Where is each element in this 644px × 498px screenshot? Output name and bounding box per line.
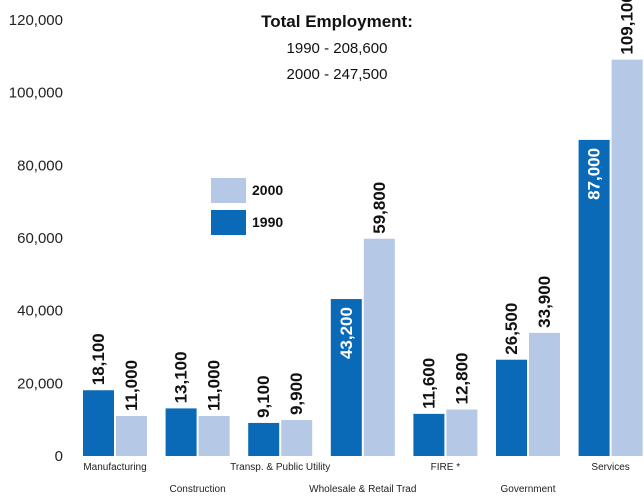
data-label-construction-1990: 13,100 (172, 351, 191, 403)
data-label-manufacturing-1990: 18,100 (89, 333, 108, 385)
y-axis: 0 20,000 40,000 60,000 80,000 100,000 120,000 (9, 12, 63, 465)
x-tick-label: Services (591, 462, 629, 473)
legend-swatch-1990 (211, 210, 246, 235)
y-tick-label: 0 (55, 448, 63, 465)
bar-government-2000 (529, 332, 560, 456)
data-label-services-1990: 87,000 (585, 148, 604, 200)
x-tick-label: Government (500, 484, 555, 495)
bar-transp-public-utility-2000 (281, 420, 313, 456)
bar-construction-2000 (198, 416, 230, 456)
data-label-construction-2000: 11,000 (205, 360, 224, 411)
legend-swatch-2000 (211, 178, 246, 203)
data-label-transp-public-utility-2000: 9,900 (287, 372, 306, 415)
bar-services-2000 (611, 59, 643, 456)
bar-fire-2000 (446, 409, 478, 456)
bar-manufacturing-1990 (83, 390, 114, 456)
legend-label-1990: 1990 (252, 214, 283, 230)
bars: 18,100 11,000 13,100 11,000 9,100 9,900 43,200… (83, 0, 643, 456)
y-tick-label: 20,000 (17, 375, 63, 392)
bar-government-1990 (496, 359, 527, 456)
chart-title: Total Employment: (261, 12, 413, 31)
data-label-transp-public-utility-1990: 9,100 (254, 375, 273, 418)
x-tick-label: Manufacturing (83, 462, 146, 473)
data-label-wholesale-retail-trad-2000: 59,800 (370, 182, 389, 234)
data-label-government-1990: 26,500 (502, 303, 521, 355)
y-tick-label: 120,000 (9, 12, 63, 29)
x-axis: Manufacturing Construction Transp. & Publi… (83, 462, 629, 495)
bar-wholesale-retail-trad-2000 (363, 238, 395, 456)
x-tick-label: Transp. & Public Utility (230, 462, 330, 473)
bar-wholesale-retail-trad-1990 (330, 299, 362, 456)
y-tick-label: 40,000 (17, 303, 63, 320)
legend: 2000 1990 (211, 178, 283, 235)
data-label-government-2000: 33,900 (535, 276, 554, 328)
chart-title-block: Total Employment: 1990 - 208,600 2000 - … (261, 12, 413, 83)
bar-services-1990 (578, 139, 610, 456)
bar-manufacturing-2000 (116, 416, 147, 456)
legend-label-2000: 2000 (252, 182, 283, 198)
x-tick-label: Construction (170, 484, 226, 495)
chart-subtitle-2000: 2000 - 247,500 (287, 66, 388, 83)
data-label-wholesale-retail-trad-1990: 43,200 (337, 307, 356, 359)
bar-fire-1990 (413, 413, 445, 456)
data-label-services-2000: 109,100 (618, 0, 637, 55)
chart-subtitle-1990: 1990 - 208,600 (287, 40, 388, 57)
data-label-fire-1990: 11,600 (419, 358, 438, 409)
data-label-fire-2000: 12,800 (452, 352, 471, 404)
x-tick-label: Wholesale & Retail Trad (309, 484, 416, 495)
y-tick-label: 80,000 (17, 157, 63, 174)
data-label-manufacturing-2000: 11,000 (122, 360, 141, 411)
y-tick-label: 60,000 (17, 230, 63, 247)
bar-construction-1990 (165, 408, 197, 456)
bar-transp-public-utility-1990 (248, 422, 280, 456)
x-tick-label: FIRE * (431, 462, 461, 473)
y-tick-label: 100,000 (9, 85, 63, 102)
